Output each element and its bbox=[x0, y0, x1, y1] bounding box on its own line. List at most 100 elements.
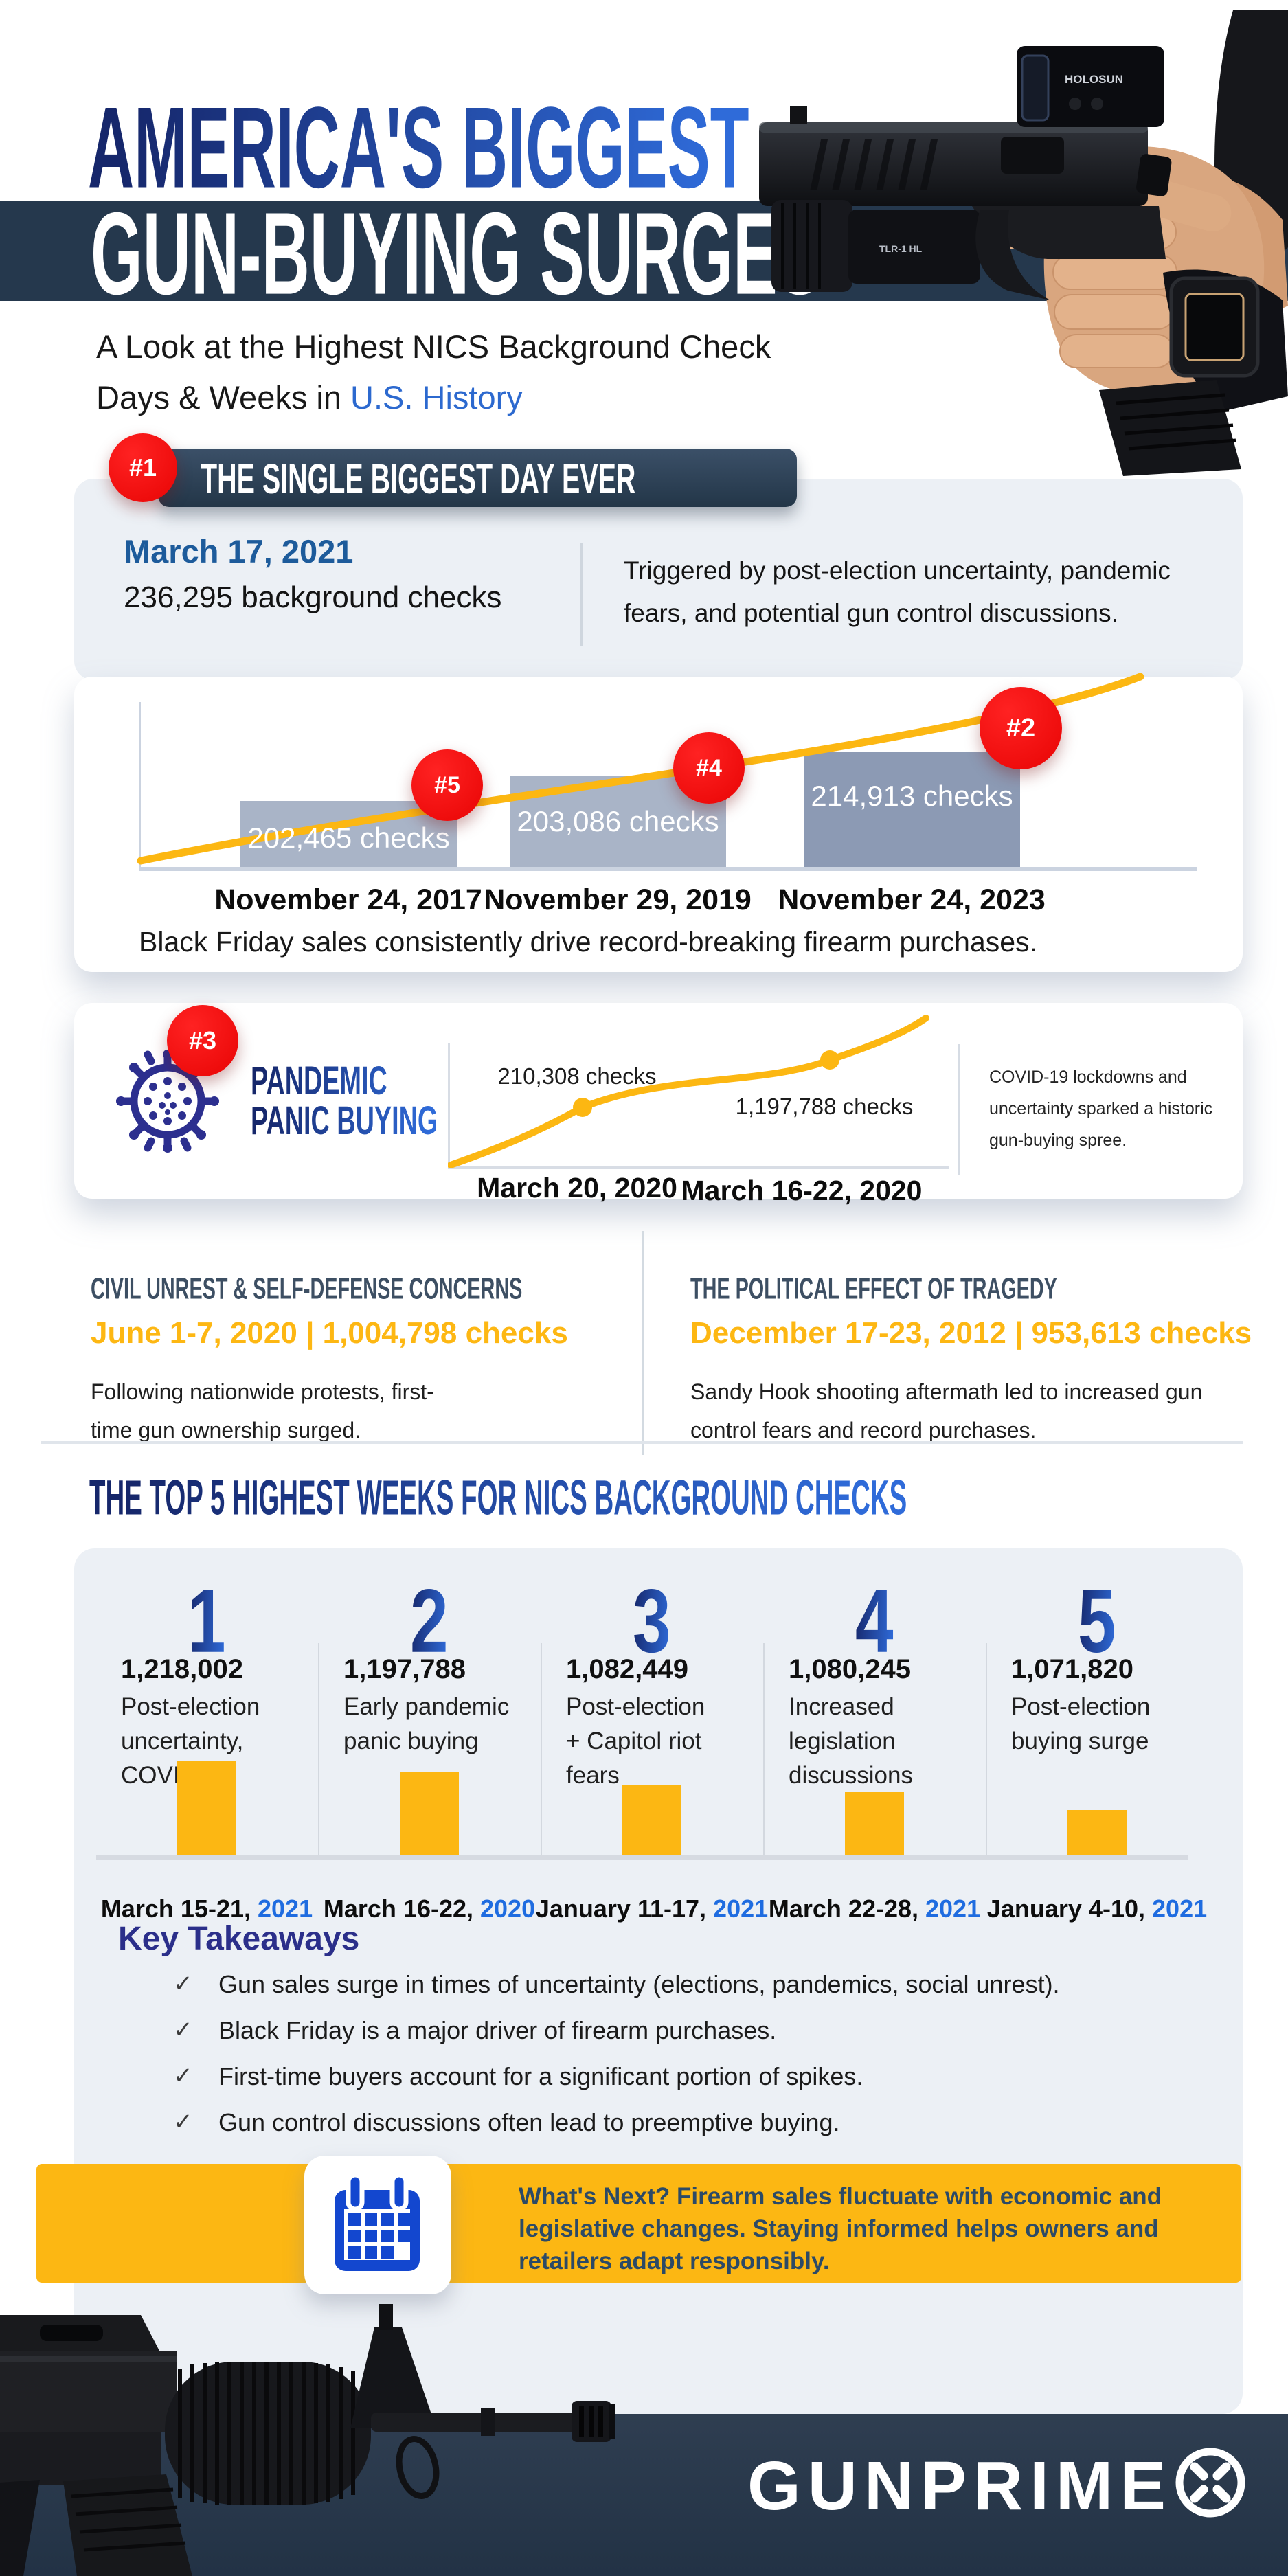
top5-bar-5 bbox=[1067, 1810, 1127, 1855]
top5-bar-4 bbox=[845, 1792, 904, 1855]
takeaway-item: First-time buyers account for a signific… bbox=[218, 2062, 863, 2090]
footer-brand: GUNPRIME bbox=[747, 2448, 1173, 2524]
weapon-light: TLR-1 HL bbox=[771, 200, 980, 292]
top5-desc-2: Early pandemic panic buying bbox=[343, 1693, 510, 1754]
barrel bbox=[371, 2413, 577, 2432]
page-title-line2: GUN-BUYING SURGES bbox=[91, 188, 822, 319]
top5-date-2: March 16-22, 2020 bbox=[323, 1895, 536, 1923]
rank-badge-3: #3 bbox=[167, 1005, 238, 1076]
takeaways-heading: Key Takeaways bbox=[118, 1921, 360, 1957]
subtitle: A Look at the Highest NICS Background Ch… bbox=[96, 321, 771, 423]
biggest-day-pill: THE SINGLE BIGGEST DAY EVER bbox=[158, 449, 797, 507]
handguard bbox=[165, 2362, 371, 2505]
top5-desc-5: Post-election buying surge bbox=[1011, 1693, 1151, 1754]
svg-text:HOLOSUN: HOLOSUN bbox=[1065, 73, 1123, 86]
bf-x-axis bbox=[139, 867, 1197, 871]
rank-badge-2: #2 bbox=[980, 687, 1062, 769]
bf-bar-label-2023: 214,913 checks bbox=[811, 780, 1013, 812]
top5-col-divider bbox=[763, 1643, 765, 1859]
front-sight bbox=[790, 106, 807, 124]
muzzle-device bbox=[572, 2401, 615, 2442]
top5-rank-1: 1 bbox=[104, 1570, 310, 1671]
top5-bar-3 bbox=[622, 1785, 681, 1855]
top5-value-5: 1,071,820 bbox=[1011, 1654, 1133, 1684]
biggest-day-divider bbox=[580, 543, 583, 646]
watch-screen bbox=[1184, 293, 1245, 361]
virus-icon bbox=[116, 1050, 219, 1153]
hammer bbox=[1136, 154, 1172, 196]
top5-bar-2 bbox=[400, 1772, 459, 1855]
takeaway-item: Gun control discussions often lead to pr… bbox=[218, 2108, 840, 2136]
top5-desc-3: Post-election + Capitol riot fears bbox=[566, 1693, 705, 1789]
bf-date-2023: November 24, 2023 bbox=[778, 883, 1046, 916]
pistol-hand-photo: HOLOSUN TLR-1 HL bbox=[759, 10, 1288, 476]
bf-caption: Black Friday sales consistently drive re… bbox=[139, 926, 1037, 958]
brand-x-logo-icon bbox=[1175, 2448, 1245, 2518]
top5-value-4: 1,080,245 bbox=[789, 1654, 911, 1684]
top5-date-3: January 11-17, 2021 bbox=[535, 1895, 769, 1923]
top5-value-3: 1,082,449 bbox=[566, 1654, 688, 1684]
whats-next-banner bbox=[36, 2164, 1241, 2283]
top5-rank-3: 3 bbox=[549, 1570, 755, 1671]
top5-col-divider bbox=[541, 1643, 542, 1859]
pan-line-chart bbox=[448, 1015, 929, 1168]
pan-point1-date: March 20, 2020 bbox=[477, 1172, 677, 1204]
pistol-magazine bbox=[1099, 380, 1241, 476]
takeaway-item: Gun sales surge in times of uncertainty … bbox=[218, 1970, 1060, 1998]
subtitle-line1: A Look at the Highest NICS Background Ch… bbox=[96, 328, 771, 365]
top5-heading-wrap: THE TOP 5 HIGHEST WEEKS FOR NICS BACKGRO… bbox=[89, 1470, 1288, 1525]
bf-y-axis bbox=[139, 702, 141, 869]
top5-date-4: March 22-28, 2021 bbox=[768, 1895, 981, 1923]
takeaway-item: Black Friday is a major driver of firear… bbox=[218, 2016, 777, 2044]
pandemic-note: COVID-19 lockdowns and uncertainty spark… bbox=[989, 1067, 1213, 1150]
check-icon: ✓ bbox=[173, 2017, 193, 2043]
event-stat: June 1-7, 2020 | 1,004,798 checks bbox=[91, 1316, 568, 1350]
event-tragedy: THE POLITICAL EFFECT OF TRAGEDY December… bbox=[690, 1272, 1252, 1443]
check-icon: ✓ bbox=[173, 2063, 193, 2089]
pistol-frame bbox=[972, 206, 1166, 259]
pandemic-divider bbox=[958, 1044, 960, 1175]
rank-badge-4: #4 bbox=[673, 732, 745, 804]
event-body: Sandy Hook shooting aftermath led to inc… bbox=[690, 1379, 1203, 1443]
check-icon: ✓ bbox=[173, 2109, 193, 2135]
red-dot-sight: HOLOSUN bbox=[1017, 46, 1164, 127]
sling-loop bbox=[396, 2436, 440, 2499]
page-title-line1: AMERICA'S BIGGEST bbox=[88, 81, 749, 214]
trigger-guard bbox=[975, 210, 1050, 300]
event-stat: December 17-23, 2012 | 953,613 checks bbox=[690, 1316, 1252, 1350]
pistol-grip bbox=[0, 2480, 40, 2576]
event-heading: CIVIL UNREST & SELF-DEFENSE CONCERNS bbox=[91, 1272, 523, 1306]
top5-baseline bbox=[96, 1855, 1188, 1860]
ejection-port bbox=[1001, 137, 1064, 174]
pan-point2-label: 1,197,788 checks bbox=[735, 1094, 914, 1119]
top5-rank-4: 4 bbox=[771, 1570, 978, 1671]
bf-bar-label-2019: 203,086 checks bbox=[517, 805, 719, 837]
top5-col-divider bbox=[318, 1643, 319, 1859]
top5-value-1: 1,218,002 bbox=[121, 1654, 243, 1684]
lower-receiver bbox=[0, 2432, 161, 2485]
top5-rank-2: 2 bbox=[326, 1570, 532, 1671]
top5-col-divider bbox=[986, 1643, 987, 1859]
svg-text:TLR-1 HL: TLR-1 HL bbox=[879, 243, 923, 254]
section-rule bbox=[41, 1441, 1243, 1444]
pan-x-axis bbox=[448, 1166, 949, 1169]
bf-bar-label-2017: 202,465 checks bbox=[247, 822, 450, 854]
event-body: Following nationwide protests, first- ti… bbox=[91, 1379, 434, 1443]
calendar-icon bbox=[335, 2172, 420, 2271]
event-heading: THE POLITICAL EFFECT OF TRAGEDY bbox=[690, 1272, 1057, 1306]
biggest-day-description: Triggered by post-election uncertainty, … bbox=[624, 556, 1171, 627]
top5-bar-1 bbox=[177, 1761, 236, 1855]
top5-heading: THE TOP 5 HIGHEST WEEKS FOR NICS BACKGRO… bbox=[89, 1471, 907, 1526]
pan-point2-date: March 16-22, 2020 bbox=[681, 1175, 923, 1206]
bf-date-2019: November 29, 2019 bbox=[484, 883, 752, 916]
biggest-day-heading: THE SINGLE BIGGEST DAY EVER bbox=[201, 455, 636, 503]
subtitle-line2: Days & Weeks in U.S. History bbox=[96, 379, 523, 416]
rifle-photo bbox=[0, 2304, 615, 2576]
pandemic-title: PANDEMIC PANIC BUYING bbox=[251, 1058, 438, 1143]
front-sight-tower bbox=[350, 2327, 436, 2428]
subtitle-highlight: U.S. History bbox=[350, 379, 523, 416]
top5-date-5: January 4-10, 2021 bbox=[986, 1895, 1208, 1923]
page-title-line2-wrap: GUN-BUYING SURGES bbox=[91, 187, 1234, 319]
biggest-day-date: March 17, 2021 bbox=[124, 533, 354, 569]
top5-rank-5: 5 bbox=[994, 1570, 1200, 1671]
